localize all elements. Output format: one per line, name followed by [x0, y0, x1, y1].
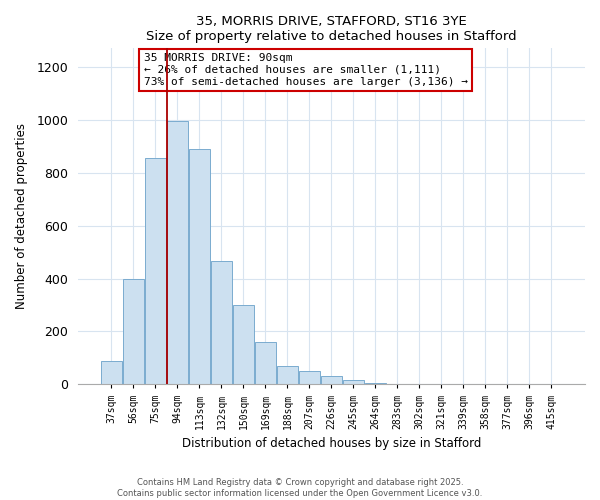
Bar [211, 262, 232, 384]
Bar [233, 305, 254, 384]
X-axis label: Distribution of detached houses by size in Stafford: Distribution of detached houses by size … [182, 437, 481, 450]
Bar [255, 342, 276, 384]
Bar [167, 121, 188, 384]
Text: Contains HM Land Registry data © Crown copyright and database right 2025.
Contai: Contains HM Land Registry data © Crown c… [118, 478, 482, 498]
Bar [101, 360, 122, 384]
Bar [277, 366, 298, 384]
Text: 35 MORRIS DRIVE: 90sqm
← 26% of detached houses are smaller (1,111)
73% of semi-: 35 MORRIS DRIVE: 90sqm ← 26% of detached… [144, 54, 468, 86]
Bar [299, 371, 320, 384]
Title: 35, MORRIS DRIVE, STAFFORD, ST16 3YE
Size of property relative to detached house: 35, MORRIS DRIVE, STAFFORD, ST16 3YE Siz… [146, 15, 517, 43]
Bar [145, 158, 166, 384]
Y-axis label: Number of detached properties: Number of detached properties [15, 124, 28, 310]
Bar [343, 380, 364, 384]
Bar [189, 149, 210, 384]
Bar [123, 278, 144, 384]
Bar [321, 376, 342, 384]
